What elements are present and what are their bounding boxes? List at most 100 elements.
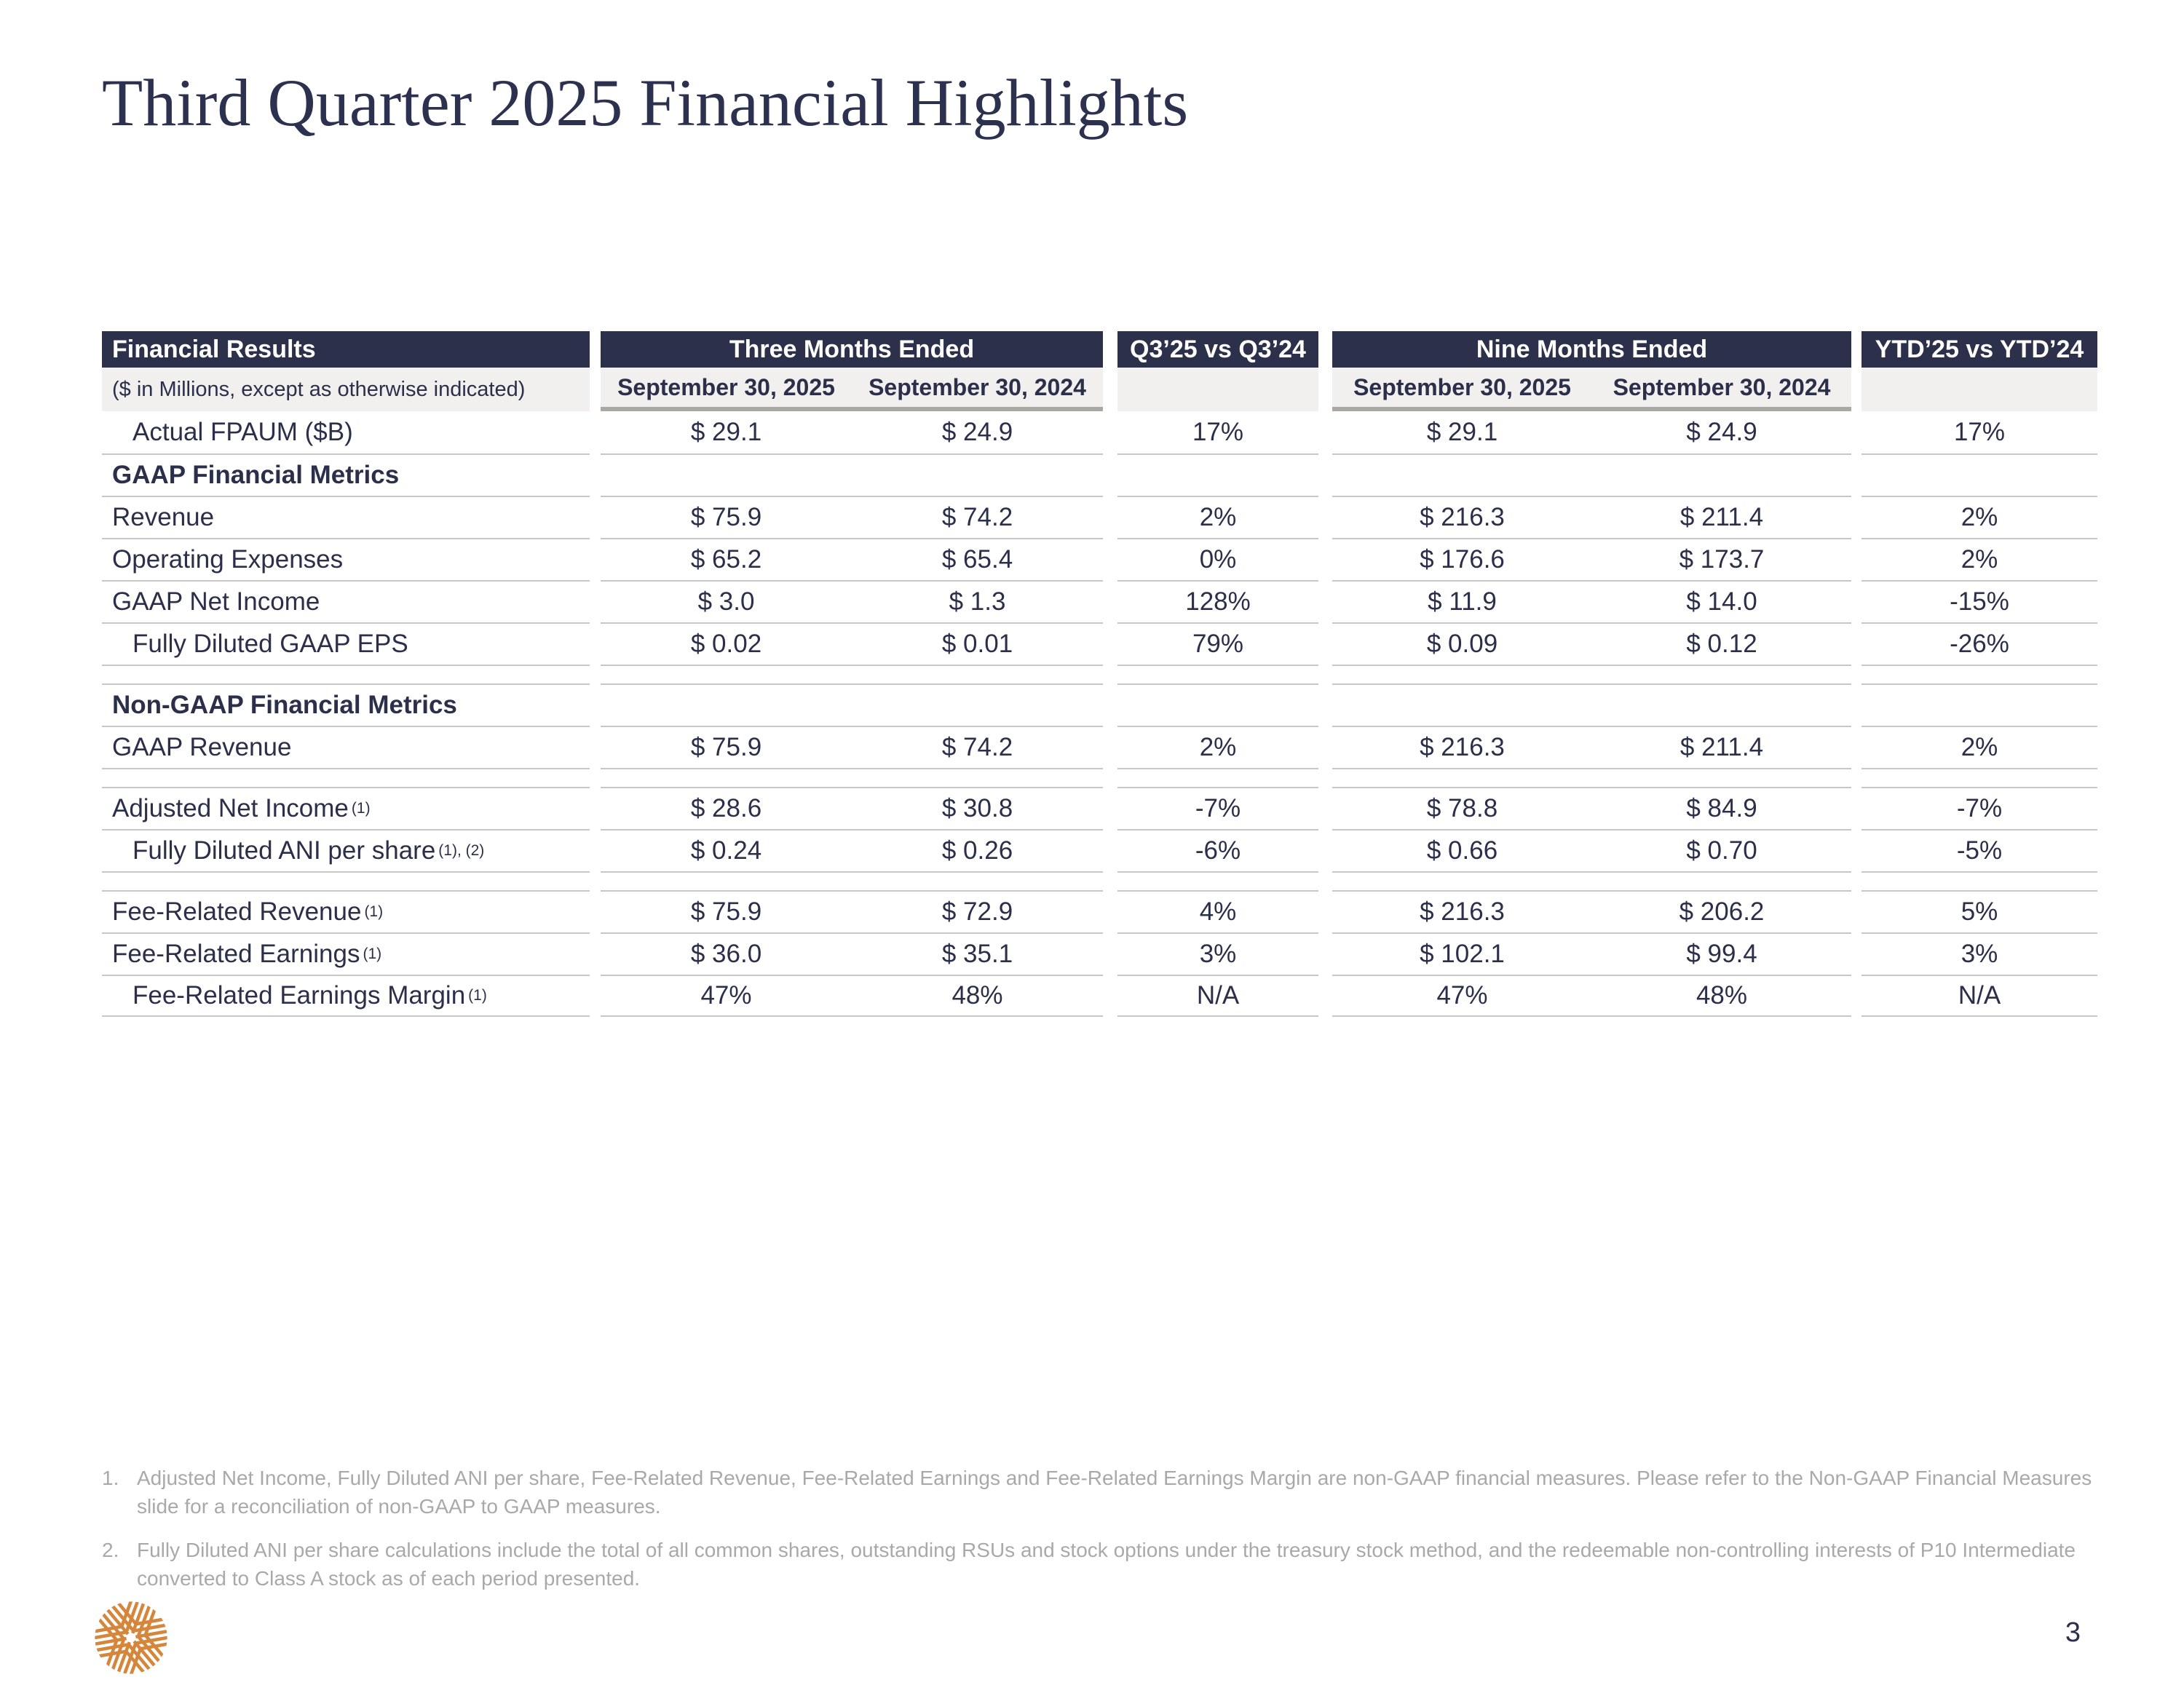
subheader-date-ytd-2024: September 30, 2024	[1592, 368, 1851, 411]
table-row: Fee-Related Earnings (1) $ 36.0 $ 35.1 3% $ 1…	[102, 932, 2097, 975]
value-cell: $ 75.9	[601, 890, 852, 932]
column-gap	[1851, 538, 1861, 580]
value-cell	[1592, 665, 1851, 683]
value-cell: $ 24.9	[941, 418, 1013, 446]
column-gap	[1851, 975, 1861, 1017]
row-label: Non-GAAP Financial Metrics	[102, 683, 590, 726]
subheader-date-q3-2025: September 30, 2025	[601, 368, 852, 411]
section-header-row: Non-GAAP Financial Metrics	[102, 683, 2097, 726]
value-cell: $ 176.6	[1332, 538, 1592, 580]
value-cell: 4%	[1117, 890, 1318, 932]
column-gap	[1318, 829, 1332, 871]
column-gap	[1318, 622, 1332, 665]
column-gap	[1318, 787, 1332, 829]
column-gap	[590, 932, 601, 975]
value-cell	[1861, 871, 2097, 890]
value-cell: $ 0.09	[1332, 622, 1592, 665]
row-label: Fee-Related Earnings Margin (1)	[102, 975, 590, 1017]
value-cell	[1592, 768, 1851, 787]
column-gap	[1318, 580, 1332, 622]
header-q3-vs: Q3’25 vs Q3’24	[1117, 331, 1318, 368]
column-gap	[1851, 890, 1861, 932]
row-label	[102, 665, 590, 683]
value-cell: $ 1.3	[852, 580, 1103, 622]
column-gap	[1103, 890, 1117, 932]
value-cell	[601, 453, 852, 496]
row-label	[102, 768, 590, 787]
row-label: Fee-Related Revenue (1)	[102, 890, 590, 932]
value-cell	[601, 871, 852, 890]
subheader-units-note: ($ in Millions, except as otherwise indi…	[102, 368, 590, 411]
value-cell: $ 36.0	[601, 932, 852, 975]
value-cell	[1117, 665, 1318, 683]
row-label: GAAP Revenue	[102, 726, 590, 768]
footnote: 1. Adjusted Net Income, Fully Diluted ANI…	[102, 1464, 2102, 1521]
column-gap	[1103, 871, 1117, 890]
value-cell: N/A	[1861, 975, 2097, 1017]
value-cell: 2%	[1861, 726, 2097, 768]
section-header-row: GAAP Financial Metrics	[102, 453, 2097, 496]
value-cell: $ 0.26	[852, 829, 1103, 871]
row-label	[102, 871, 590, 890]
value-cell	[1592, 871, 1851, 890]
value-cell: $ 29.1	[1426, 418, 1498, 446]
value-cell: N/A	[1117, 975, 1318, 1017]
column-gap	[1851, 726, 1861, 768]
column-gap	[1318, 496, 1332, 538]
column-gap	[1318, 726, 1332, 768]
value-cell: 17%	[1953, 418, 2006, 446]
table-row: GAAP Revenue $ 75.9 $ 74.2 2% $ 216.3 $ 211.4…	[102, 726, 2097, 768]
value-cell	[601, 683, 852, 726]
value-cell: 17%	[1192, 418, 1244, 446]
value-cell: 2%	[1117, 496, 1318, 538]
column-gap	[1103, 932, 1117, 975]
value-cell: $ 211.4	[1592, 726, 1851, 768]
column-gap	[1851, 871, 1861, 890]
value-cell: -7%	[1117, 787, 1318, 829]
value-cell: $ 206.2	[1592, 890, 1851, 932]
value-cell: $ 78.8	[1332, 787, 1592, 829]
value-cell	[1332, 683, 1592, 726]
spacer-row	[102, 768, 2097, 787]
value-cell: 47%	[601, 975, 852, 1017]
column-gap	[1318, 768, 1332, 787]
column-gap	[1103, 496, 1117, 538]
value-cell: 128%	[1117, 580, 1318, 622]
column-gap	[590, 622, 601, 665]
column-gap	[1851, 665, 1861, 683]
p10-starburst-logo	[95, 1601, 167, 1674]
value-cell: -7%	[1861, 787, 2097, 829]
column-gap	[1103, 453, 1117, 496]
table-header-row: Financial Results Three Months Ended Q3’…	[102, 331, 2097, 368]
value-cell: $ 74.2	[852, 496, 1103, 538]
value-cell: $ 0.24	[601, 829, 852, 871]
column-gap	[1318, 368, 1332, 411]
footnote-text: Fully Diluted ANI per share calculations…	[137, 1539, 2076, 1590]
column-gap	[590, 726, 601, 768]
subheader-empty-cell	[1117, 368, 1318, 411]
value-cell: $ 75.9	[601, 726, 852, 768]
column-gap	[1103, 683, 1117, 726]
value-cell: 47%	[1332, 975, 1592, 1017]
column-gap	[1103, 368, 1117, 411]
value-cell: $ 72.9	[852, 890, 1103, 932]
value-cell	[1332, 768, 1592, 787]
value-cell: 79%	[1117, 622, 1318, 665]
value-cell: $ 0.02	[601, 622, 852, 665]
value-cell: $ 24.9	[1686, 418, 1757, 446]
column-gap	[590, 496, 601, 538]
column-gap	[590, 453, 601, 496]
column-gap	[1318, 665, 1332, 683]
column-gap	[1851, 496, 1861, 538]
value-cell: $ 102.1	[1332, 932, 1592, 975]
value-cell: $ 11.9	[1332, 580, 1592, 622]
value-cell	[852, 453, 1103, 496]
table-row: Fee-Related Revenue (1) $ 75.9 $ 72.9 4% $ 21…	[102, 890, 2097, 932]
column-gap	[1103, 580, 1117, 622]
value-cell	[1332, 665, 1592, 683]
value-cell: $ 28.6	[601, 787, 852, 829]
value-cell: $ 99.4	[1592, 932, 1851, 975]
column-gap	[1318, 683, 1332, 726]
value-cell	[1117, 871, 1318, 890]
column-gap	[590, 538, 601, 580]
